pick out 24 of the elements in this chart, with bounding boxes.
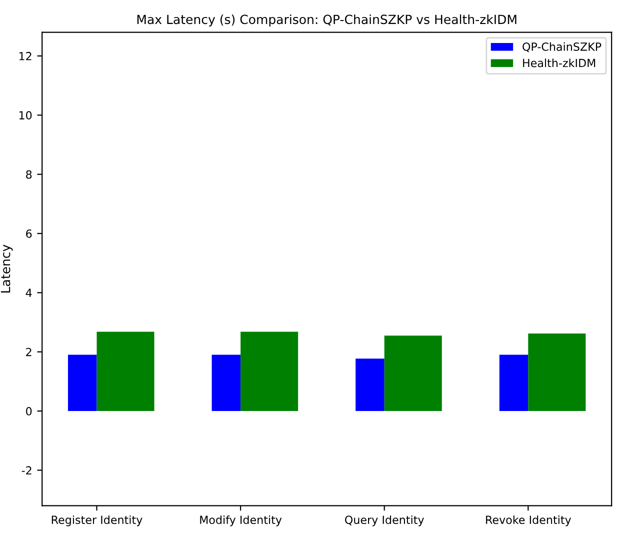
bar — [240, 332, 298, 412]
y-tick-label: 0 — [26, 407, 32, 416]
x-tick-label: Register Identity — [52, 515, 142, 526]
bar — [384, 336, 442, 412]
legend-label: Health-zkIDM — [523, 58, 596, 68]
chart-title: Max Latency (s) Comparison: QP-ChainSZKP vs Health-zkIDM — [137, 14, 516, 27]
y-tick-label: 12 — [19, 52, 32, 60]
x-tick-label: Modify Identity — [200, 515, 282, 526]
y-tick-label: 8 — [26, 170, 32, 179]
bar — [96, 332, 154, 412]
y-tick-label: 4 — [26, 288, 32, 297]
bar — [528, 334, 586, 412]
bar — [356, 358, 384, 412]
x-tick-label: Query Identity — [345, 515, 424, 526]
y-tick-label: -2 — [22, 466, 32, 474]
bar — [499, 354, 528, 412]
bar — [212, 354, 241, 412]
y-tick-label: 6 — [26, 229, 32, 238]
bar — [68, 354, 97, 412]
y-axis-title: Latency — [0, 244, 13, 292]
y-tick-label: 2 — [26, 348, 32, 356]
legend-label: QP-ChainSZKP — [522, 42, 602, 52]
x-tick-label: Revoke Identity — [486, 515, 572, 526]
y-tick-label: 10 — [19, 111, 32, 120]
